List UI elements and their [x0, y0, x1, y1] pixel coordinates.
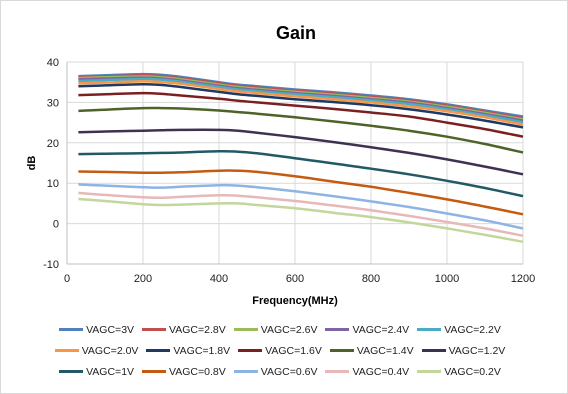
legend-swatch [238, 349, 263, 352]
y-tick-label: 40 [47, 57, 59, 69]
legend: VAGC=3V VAGC=2.8V VAGC=2.6V VAGC=2.4V VAGC=2… [1, 319, 567, 382]
legend-label: VAGC=0.8V [169, 365, 226, 378]
x-axis-label: Frequency(MHz) [252, 295, 338, 307]
series-line-7 [78, 91, 524, 138]
legend-label: VAGC=0.4V [352, 365, 410, 378]
legend-item: VAGC=0.8V [142, 366, 226, 378]
legend-label: VAGC=1.8V [173, 344, 231, 357]
chart-title: Gain [276, 23, 316, 43]
y-tick-label: 0 [53, 219, 59, 231]
series-line-9 [78, 128, 524, 176]
legend-swatch [417, 370, 442, 373]
legend-swatch [325, 370, 350, 373]
legend-swatch [329, 349, 354, 352]
legend-item: VAGC=0.4V [325, 366, 409, 378]
series-line-8 [78, 106, 524, 154]
y-tick-label: -10 [43, 259, 59, 271]
legend-swatch [421, 349, 446, 352]
legend-swatch [233, 328, 258, 331]
legend-item: VAGC=1.8V [146, 345, 230, 357]
legend-label: VAGC=3V [86, 323, 135, 336]
x-tick-label: 1200 [511, 273, 535, 285]
series-line-11 [78, 169, 524, 216]
legend-item: VAGC=2.2V [417, 324, 501, 336]
legend-label: VAGC=1V [86, 365, 135, 378]
x-tick-label: 800 [362, 273, 380, 285]
legend-label: VAGC=2.6V [260, 323, 318, 336]
legend-label: VAGC=1.6V [265, 344, 322, 357]
legend-label: VAGC=2.4V [352, 323, 410, 336]
legend-label: VAGC=2.2V [444, 323, 501, 336]
y-tick-label: 10 [47, 178, 59, 190]
legend-swatch [59, 370, 84, 373]
legend-swatch [142, 370, 167, 373]
legend-item: VAGC=1.2V [421, 344, 506, 357]
legend-item: VAGC=2.0V [54, 344, 139, 357]
legend-swatch [325, 328, 350, 331]
series-line-5 [78, 80, 524, 126]
legend-swatch [233, 370, 258, 373]
legend-item: VAGC=1V [59, 366, 134, 378]
y-tick-label: 30 [47, 97, 59, 109]
legend-item: VAGC=1.4V [329, 344, 414, 357]
legend-label: VAGC=2.8V [169, 323, 226, 336]
legend-item: VAGC=0.6V [233, 365, 318, 378]
legend-swatch [146, 349, 171, 352]
legend-item: VAGC=0.2V [417, 366, 501, 378]
legend-row: VAGC=1V VAGC=0.8V VAGC=0.6V VAGC=0.4V VAGC=0… [1, 361, 567, 382]
legend-swatch [142, 328, 167, 331]
axes [66, 62, 523, 265]
x-tick-label: 0 [64, 273, 70, 285]
series-lines [78, 72, 524, 244]
series-line-10 [78, 149, 524, 198]
legend-label: VAGC=0.2V [444, 365, 501, 378]
y-tick-label: 20 [47, 138, 59, 150]
legend-item: VAGC=3V [59, 324, 134, 336]
series-line-14 [78, 197, 524, 244]
legend-row: VAGC=2.0V VAGC=1.8V VAGC=1.6V VAGC=1.4V VAGC… [1, 340, 567, 361]
y-tick-labels: -10 0 10 20 30 40 [43, 57, 59, 271]
x-tick-label: 400 [210, 273, 228, 285]
legend-item: VAGC=2.4V [325, 324, 409, 336]
legend-item: VAGC=2.6V [233, 323, 318, 336]
legend-swatch [417, 328, 442, 331]
x-tick-label: 1000 [435, 273, 459, 285]
legend-swatch [59, 328, 84, 331]
legend-item: VAGC=1.6V [238, 345, 322, 357]
series-line-4 [78, 77, 524, 124]
x-tick-label: 200 [134, 273, 152, 285]
legend-label: VAGC=1.2V [448, 344, 506, 357]
x-tick-label: 600 [286, 273, 304, 285]
series-line-12 [78, 183, 524, 230]
series-line-13 [78, 191, 524, 237]
legend-label: VAGC=0.6V [260, 365, 318, 378]
legend-label: VAGC=1.4V [356, 344, 414, 357]
legend-swatch [54, 349, 79, 352]
legend-label: VAGC=2.0V [81, 344, 139, 357]
legend-row: VAGC=3V VAGC=2.8V VAGC=2.6V VAGC=2.4V VAGC=2… [1, 319, 567, 340]
y-axis-label: dB [26, 156, 38, 171]
legend-item: VAGC=2.8V [142, 324, 226, 336]
series-line-6 [78, 82, 524, 129]
x-tick-labels: 0 200 400 600 800 1000 1200 [64, 273, 535, 285]
